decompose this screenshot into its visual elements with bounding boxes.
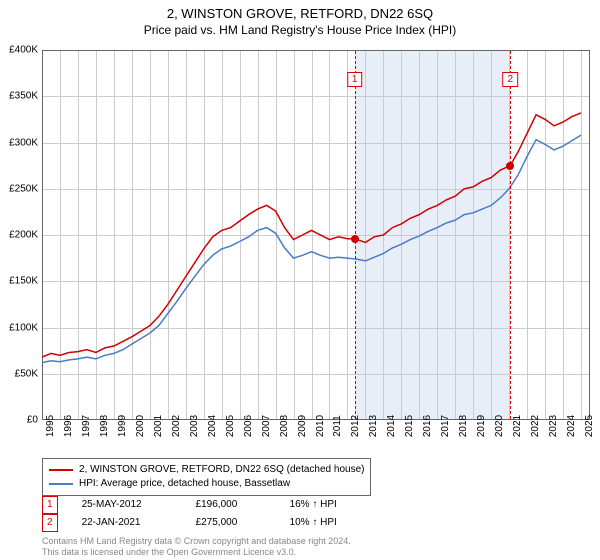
footer: Contains HM Land Registry data © Crown c… [42,536,351,558]
xtick-label: 2001 [153,415,164,437]
sale-flag-box: 2 [42,514,58,532]
sales-row: 2 22-JAN-2021 £275,000 10% ↑ HPI [42,514,370,532]
ytick-label: £100K [0,322,38,333]
legend-swatch-price [49,469,73,471]
sale-marker [506,162,514,170]
xtick-label: 2011 [332,415,343,437]
chart-area: 12 1995199619971998199920002001200220032… [42,50,590,420]
sale-price: £196,000 [196,497,266,513]
sale-date: 25-MAY-2012 [82,497,172,513]
xtick-label: 2006 [243,415,254,437]
ytick-label: £150K [0,276,38,287]
xtick-label: 2007 [261,415,272,437]
sale-hpi: 10% ↑ HPI [290,515,370,531]
xtick-label: 1999 [117,415,128,437]
xtick-label: 2014 [386,415,397,437]
xtick-label: 2016 [422,415,433,437]
xtick-label: 2003 [189,415,200,437]
xtick-label: 2025 [584,415,595,437]
xtick-label: 2023 [548,415,559,437]
xtick-label: 2024 [566,415,577,437]
sale-date: 22-JAN-2021 [82,515,172,531]
xtick-label: 2009 [297,415,308,437]
xtick-label: 2010 [315,415,326,437]
ytick-label: £200K [0,230,38,241]
sales-table: 1 25-MAY-2012 £196,000 16% ↑ HPI 2 22-JAN-202… [42,496,370,532]
sales-row: 1 25-MAY-2012 £196,000 16% ↑ HPI [42,496,370,514]
chart-subtitle: Price paid vs. HM Land Registry's House … [0,21,600,37]
sale-price: £275,000 [196,515,266,531]
xtick-label: 1998 [99,415,110,437]
xtick-label: 1995 [45,415,56,437]
xtick-label: 2000 [135,415,146,437]
legend-item-price: 2, WINSTON GROVE, RETFORD, DN22 6SQ (det… [49,463,364,477]
xtick-label: 2021 [512,415,523,437]
xtick-label: 2018 [458,415,469,437]
line-series [42,50,590,420]
xtick-label: 1996 [63,415,74,437]
sale-marker [351,235,359,243]
footer-line2: This data is licensed under the Open Gov… [42,547,351,558]
sale-flag: 2 [502,72,518,87]
xtick-label: 2004 [207,415,218,437]
ytick-label: £250K [0,183,38,194]
footer-line1: Contains HM Land Registry data © Crown c… [42,536,351,547]
legend-label-hpi: HPI: Average price, detached house, Bass… [79,477,290,491]
chart-container: 2, WINSTON GROVE, RETFORD, DN22 6SQ Pric… [0,0,600,560]
xtick-label: 2022 [530,415,541,437]
xtick-label: 2012 [350,415,361,437]
xtick-label: 2005 [225,415,236,437]
ytick-label: £0 [0,415,38,426]
xtick-label: 2019 [476,415,487,437]
legend-swatch-hpi [49,483,73,485]
xtick-label: 2015 [404,415,415,437]
sale-flag: 1 [347,72,363,87]
chart-title: 2, WINSTON GROVE, RETFORD, DN22 6SQ [0,0,600,21]
legend: 2, WINSTON GROVE, RETFORD, DN22 6SQ (det… [42,458,371,496]
sale-flag-box: 1 [42,496,58,514]
xtick-label: 2017 [440,415,451,437]
ytick-label: £400K [0,45,38,56]
xtick-label: 2008 [279,415,290,437]
ytick-label: £350K [0,91,38,102]
xtick-label: 2020 [494,415,505,437]
xtick-label: 2013 [368,415,379,437]
ytick-label: £50K [0,368,38,379]
legend-item-hpi: HPI: Average price, detached house, Bass… [49,477,364,491]
xtick-label: 1997 [81,415,92,437]
ytick-label: £300K [0,137,38,148]
xtick-label: 2002 [171,415,182,437]
sale-hpi: 16% ↑ HPI [290,497,370,513]
legend-label-price: 2, WINSTON GROVE, RETFORD, DN22 6SQ (det… [79,463,364,477]
